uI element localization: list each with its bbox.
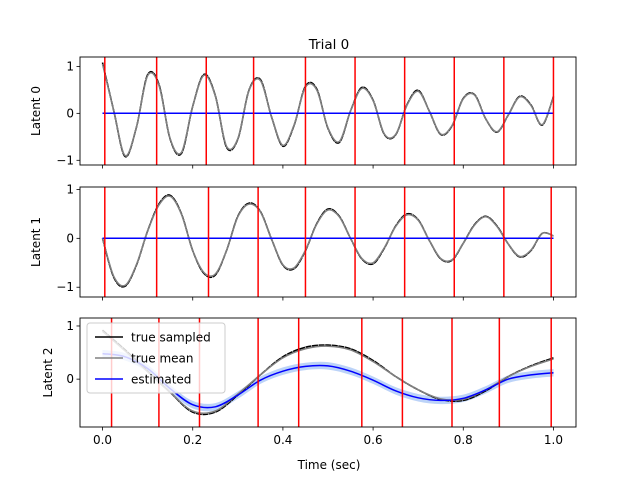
x-axis-title: Time (sec) [297, 458, 361, 472]
plot-area-0 [101, 57, 555, 165]
estimated-band [102, 349, 554, 412]
legend-label: true sampled [131, 331, 211, 345]
panels: −1 0 1 Latent 0 −1 0 1 Latent 1 0.0 0.2 0.4 0.6 0.8 1… [29, 56, 577, 447]
x-tick-label: 0.0 [93, 433, 112, 447]
y-tick-label: 0 [66, 231, 74, 245]
panel-0: −1 0 1 Latent 0 [29, 56, 577, 169]
legend: true sampled true mean estimated [86, 322, 226, 394]
series-true-mean [101, 63, 555, 157]
plot-area-1 [101, 187, 554, 297]
x-tick-label: 0.2 [183, 433, 202, 447]
y-tick-label: −1 [56, 280, 74, 294]
y-axis-title: Latent 2 [41, 348, 55, 398]
axes-frame [79, 186, 577, 298]
legend-label: true mean [131, 352, 193, 366]
x-tick-label: 0.8 [454, 433, 473, 447]
x-tick-label: 0.6 [364, 433, 383, 447]
y-tick-label: 1 [66, 182, 74, 196]
axes-frame [79, 56, 577, 166]
y-tick-label: −1 [56, 153, 74, 167]
legend-label: estimated [131, 373, 191, 387]
series-estimated [102, 352, 554, 409]
x-tick-label: 0.4 [273, 433, 292, 447]
y-tick-label: 1 [66, 59, 74, 73]
panel-2: 0.0 0.2 0.4 0.6 0.8 1.0 0 1 Latent 2 true sampled… [41, 317, 577, 447]
panel-1: −1 0 1 Latent 1 [29, 182, 577, 301]
series-true-mean [101, 195, 554, 287]
y-tick-label: 0 [66, 106, 74, 120]
y-tick-label: 1 [66, 319, 74, 333]
legend-box [86, 322, 226, 394]
y-axis-title: Latent 1 [29, 217, 43, 267]
figure-title: Trial 0 [308, 37, 349, 53]
y-tick-label: 0 [66, 372, 74, 386]
y-axis-title: Latent 0 [29, 86, 43, 136]
axes-frame [79, 317, 577, 428]
x-tick-label: 1.0 [544, 433, 563, 447]
